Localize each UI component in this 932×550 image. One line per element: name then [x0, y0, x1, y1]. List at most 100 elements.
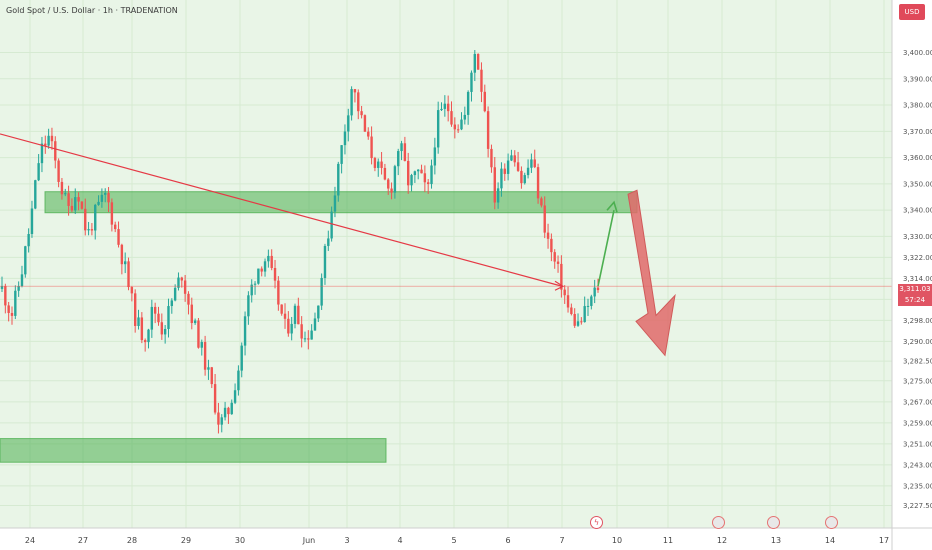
candle-body	[377, 161, 380, 168]
candle-body	[556, 261, 560, 264]
x-tick-label: 27	[78, 536, 88, 545]
projection-up-arrow	[597, 210, 615, 287]
candle-body	[117, 229, 120, 245]
candle-body	[560, 263, 563, 290]
economic-event-icon[interactable]	[825, 516, 838, 529]
candle-body	[397, 151, 400, 167]
trendline	[0, 133, 563, 287]
candle-body	[230, 402, 233, 415]
x-tick-label: 14	[825, 536, 835, 545]
candle-body	[480, 69, 483, 92]
candle-body	[7, 305, 10, 313]
candle-body	[127, 261, 130, 288]
x-tick-label: 30	[235, 536, 245, 545]
candle-body	[177, 277, 180, 288]
x-tick-label: 4	[397, 536, 402, 545]
x-tick-label: 5	[451, 536, 456, 545]
candle-body	[290, 323, 293, 334]
candle-body	[257, 268, 260, 284]
candle-body	[486, 111, 490, 149]
candle-body	[410, 175, 413, 186]
projection-down-arrow	[627, 189, 676, 357]
x-tick-label: 12	[717, 536, 727, 545]
candle-body	[580, 321, 583, 323]
candle-body	[287, 318, 290, 334]
candle-body	[84, 208, 87, 231]
candle-body	[430, 165, 433, 185]
flash-event-icon[interactable]: ϟ	[590, 516, 603, 529]
candle-body	[133, 293, 137, 326]
candle-body	[566, 295, 570, 308]
candle-body	[97, 201, 100, 205]
candle-body	[526, 167, 530, 176]
chart-title: Gold Spot / U.S. Dollar · 1h · TRADENATI…	[6, 6, 178, 15]
candle-body	[197, 320, 200, 348]
candle-body	[193, 320, 197, 324]
candle-body	[17, 286, 20, 291]
candle-body	[94, 204, 97, 231]
candle-body	[153, 306, 157, 314]
overlays	[0, 133, 892, 357]
candle-body	[140, 317, 144, 341]
candle-body	[393, 166, 397, 193]
candle-body	[14, 290, 17, 316]
candle-body	[280, 304, 283, 314]
candle-body	[317, 305, 320, 319]
candle-body	[273, 268, 277, 281]
candle-body	[64, 193, 67, 195]
candle-body	[67, 193, 70, 206]
candle-body	[533, 159, 536, 168]
candle-body	[163, 328, 167, 335]
candle-body	[310, 330, 313, 340]
currency-badge[interactable]: USD	[899, 4, 925, 20]
candle-body	[213, 384, 217, 413]
economic-event-icon[interactable]	[767, 516, 780, 529]
candle-body	[387, 179, 390, 189]
y-tick-label: 3,243.00	[903, 461, 932, 469]
economic-event-icon[interactable]	[712, 516, 725, 529]
candle-body	[217, 412, 220, 425]
x-tick-label: 7	[559, 536, 564, 545]
candle-body	[583, 306, 586, 323]
candle-body	[513, 155, 516, 163]
candle-body	[550, 238, 553, 253]
candle-body	[243, 316, 247, 346]
candle-body	[130, 287, 134, 294]
candle-body	[44, 143, 47, 146]
x-tick-label: 10	[612, 536, 622, 545]
candle-body	[510, 155, 513, 161]
candle-body	[30, 208, 34, 235]
candle-body	[530, 159, 533, 168]
candle-body	[443, 103, 447, 109]
candle-body	[473, 53, 477, 73]
candle-body	[327, 238, 330, 246]
candle-body	[237, 370, 240, 391]
candle-body	[180, 277, 183, 281]
candle-body	[157, 313, 160, 323]
y-tick-label: 3,290.00	[903, 338, 932, 346]
candle-body	[476, 53, 480, 70]
x-tick-label: 24	[25, 536, 35, 545]
candle-body	[74, 197, 77, 211]
candle-body	[340, 145, 343, 164]
x-tick-label: 28	[127, 536, 137, 545]
candle-body	[263, 261, 267, 272]
candle-body	[200, 342, 203, 348]
candle-body	[24, 246, 27, 275]
candle-body	[250, 284, 253, 296]
candle-body	[370, 136, 373, 159]
y-tick-label: 3,380.00	[903, 102, 932, 110]
y-tick-label: 3,330.00	[903, 233, 932, 241]
candle-body	[107, 192, 110, 203]
y-tick-label: 3,282.50	[903, 358, 932, 366]
trendline-arrowhead	[554, 280, 565, 291]
y-tick-label: 3,298.00	[903, 317, 932, 325]
y-tick-label: 3,370.00	[903, 128, 932, 136]
candle-body	[223, 407, 227, 418]
candle-body	[426, 182, 430, 185]
candle-body	[247, 295, 250, 317]
candle-body	[453, 124, 457, 130]
candle-body	[10, 312, 14, 316]
candle-body	[553, 252, 556, 262]
